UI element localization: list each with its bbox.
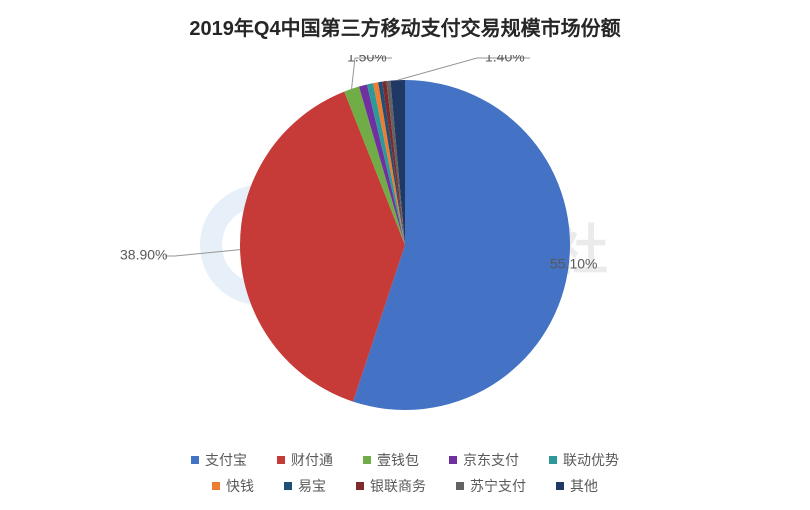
legend-label: 支付宝 xyxy=(205,450,247,470)
legend-item: 联动优势 xyxy=(549,450,619,470)
legend-label: 京东支付 xyxy=(463,450,519,470)
legend-row: 支付宝 财付通 壹钱包 京东支付 联动优势 xyxy=(191,450,619,470)
legend-label: 快钱 xyxy=(226,476,254,496)
legend-label: 壹钱包 xyxy=(377,450,419,470)
legend-swatch-icon xyxy=(277,456,285,464)
legend-label: 易宝 xyxy=(298,476,326,496)
legend-swatch-icon xyxy=(556,482,564,490)
legend-label: 银联商务 xyxy=(370,476,426,496)
legend-item: 苏宁支付 xyxy=(456,476,526,496)
legend-item: 京东支付 xyxy=(449,450,519,470)
legend-swatch-icon xyxy=(284,482,292,490)
pie-data-label: 38.90% xyxy=(120,247,167,263)
legend-label: 财付通 xyxy=(291,450,333,470)
chart-container: 2019年Q4中国第三方移动支付交易规模市场份额 港股研究社 55.10%38.… xyxy=(0,0,810,510)
legend-swatch-icon xyxy=(549,456,557,464)
legend-row: 快钱 易宝 银联商务 苏宁支付 其他 xyxy=(212,476,598,496)
legend: 支付宝 财付通 壹钱包 京东支付 联动优势快钱 易宝 银联商务 苏宁支付 其他 xyxy=(0,450,810,496)
legend-item: 财付通 xyxy=(277,450,333,470)
chart-title: 2019年Q4中国第三方移动支付交易规模市场份额 xyxy=(0,12,810,41)
legend-label: 苏宁支付 xyxy=(470,476,526,496)
legend-label: 其他 xyxy=(570,476,598,496)
chart-area: 港股研究社 55.10%38.90%1.50%1.40% xyxy=(0,55,810,435)
legend-item: 壹钱包 xyxy=(363,450,419,470)
legend-swatch-icon xyxy=(356,482,364,490)
legend-swatch-icon xyxy=(456,482,464,490)
pie-data-label: 1.40% xyxy=(485,55,525,65)
legend-swatch-icon xyxy=(363,456,371,464)
pie-chart: 55.10% 38.90% 1.50% 1.40% xyxy=(0,55,810,435)
leader-line xyxy=(165,250,240,256)
pie-data-label: 55.10% xyxy=(550,256,597,272)
legend-item: 银联商务 xyxy=(356,476,426,496)
legend-swatch-icon xyxy=(449,456,457,464)
legend-label: 联动优势 xyxy=(563,450,619,470)
legend-item: 易宝 xyxy=(284,476,326,496)
legend-item: 支付宝 xyxy=(191,450,247,470)
legend-swatch-icon xyxy=(191,456,199,464)
legend-item: 快钱 xyxy=(212,476,254,496)
legend-swatch-icon xyxy=(212,482,220,490)
legend-item: 其他 xyxy=(556,476,598,496)
pie-data-label: 1.50% xyxy=(347,55,387,65)
